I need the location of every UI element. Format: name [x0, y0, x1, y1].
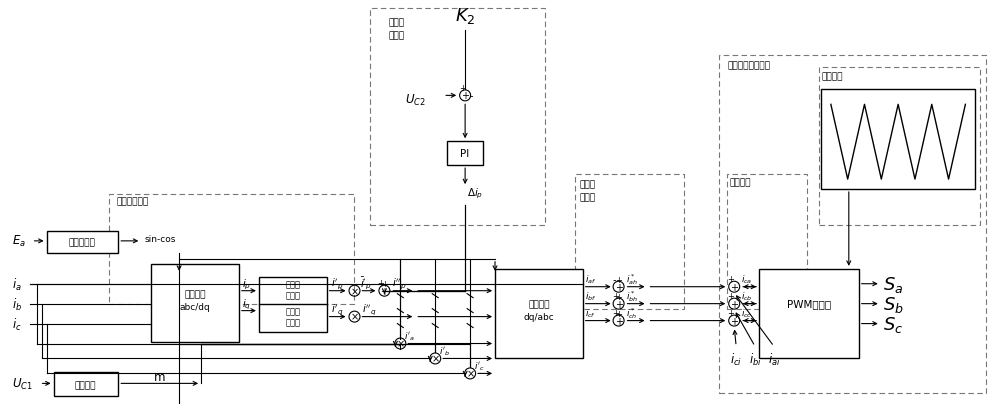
Text: PWM发生器: PWM发生器 — [787, 299, 831, 309]
Text: +: + — [615, 282, 623, 292]
Text: $\times$: $\times$ — [350, 286, 359, 296]
Text: 变换模块: 变换模块 — [528, 299, 550, 308]
Text: +: + — [730, 282, 738, 292]
FancyBboxPatch shape — [821, 90, 975, 190]
Text: 低通滤: 低通滤 — [285, 279, 300, 288]
Text: dq/abc: dq/abc — [523, 312, 554, 321]
Text: 第二运: 第二运 — [580, 180, 596, 189]
Text: +: + — [615, 292, 622, 301]
Text: $i_{bf}$: $i_{bf}$ — [585, 290, 596, 302]
Text: +: + — [615, 299, 623, 309]
Text: $i_{cf}$: $i_{cf}$ — [585, 307, 596, 319]
Text: +: + — [461, 91, 469, 101]
FancyBboxPatch shape — [447, 142, 483, 166]
Text: 第一运: 第一运 — [388, 18, 405, 27]
Text: $i^*_{ah}$: $i^*_{ah}$ — [626, 272, 638, 286]
Text: +: + — [615, 309, 622, 318]
Text: +: + — [615, 275, 622, 285]
Text: PI: PI — [460, 149, 470, 159]
FancyBboxPatch shape — [759, 269, 859, 358]
Text: $i_{ai}$: $i_{ai}$ — [768, 351, 780, 367]
Text: +: + — [377, 279, 384, 288]
Text: $i_p$: $i_p$ — [242, 277, 251, 291]
Text: 基波获取模块: 基波获取模块 — [116, 197, 149, 206]
Text: $i^*_{ch}$: $i^*_{ch}$ — [626, 305, 637, 320]
Text: +: + — [380, 286, 388, 296]
Text: 比较模块: 比较模块 — [75, 380, 96, 389]
Text: abc/dq: abc/dq — [180, 303, 210, 311]
Text: 控制单元: 控制单元 — [822, 72, 843, 81]
Text: $i'_c$: $i'_c$ — [474, 359, 485, 372]
FancyBboxPatch shape — [259, 304, 327, 332]
Text: +: + — [730, 316, 738, 326]
Text: $E_a$: $E_a$ — [12, 234, 26, 249]
Text: $i_a$: $i_a$ — [12, 276, 21, 292]
FancyBboxPatch shape — [495, 269, 583, 358]
Text: +: + — [381, 279, 388, 288]
Text: 波单元: 波单元 — [285, 290, 300, 299]
Text: $i_q$: $i_q$ — [242, 297, 251, 311]
Text: +: + — [615, 316, 623, 326]
Text: $\times$: $\times$ — [350, 312, 359, 322]
Text: 锁相环模块: 锁相环模块 — [69, 238, 96, 247]
FancyBboxPatch shape — [47, 231, 118, 253]
Text: $\times$: $\times$ — [431, 354, 440, 364]
FancyBboxPatch shape — [151, 264, 239, 342]
Text: $i_{ci}$: $i_{ci}$ — [730, 351, 742, 367]
Text: +: + — [727, 275, 734, 284]
Text: $i_b$: $i_b$ — [12, 296, 22, 312]
Text: $S_b$: $S_b$ — [883, 294, 904, 314]
FancyBboxPatch shape — [54, 373, 118, 396]
Text: 算模块: 算模块 — [388, 31, 405, 40]
Text: $i_{af}$: $i_{af}$ — [585, 273, 596, 285]
Text: 算模块: 算模块 — [580, 193, 596, 202]
Text: $i'_b$: $i'_b$ — [439, 344, 450, 357]
Text: m: m — [153, 370, 165, 383]
Text: $i'_p$: $i'_p$ — [331, 276, 343, 290]
Text: $i'_a$: $i'_a$ — [404, 330, 415, 342]
Text: 波单元: 波单元 — [285, 317, 300, 326]
Text: $U_{C2}$: $U_{C2}$ — [405, 93, 426, 108]
Text: $i_{ca}$: $i_{ca}$ — [741, 273, 753, 285]
Text: $U_{C1}$: $U_{C1}$ — [12, 376, 33, 391]
Text: -: - — [469, 91, 473, 101]
Text: +: + — [459, 84, 466, 93]
Text: -: - — [613, 274, 616, 284]
Text: $\times$: $\times$ — [396, 339, 405, 349]
Text: $\Delta i_p$: $\Delta i_p$ — [467, 186, 483, 201]
Text: $i_{cc}$: $i_{cc}$ — [741, 307, 753, 319]
Text: $S_a$: $S_a$ — [883, 274, 903, 294]
Text: +: + — [612, 292, 619, 301]
Text: $\bar{i}'_p$: $\bar{i}'_p$ — [360, 275, 372, 291]
Text: $K_2$: $K_2$ — [455, 6, 475, 26]
Text: $i''_p$: $i''_p$ — [392, 276, 407, 290]
Text: +: + — [727, 292, 734, 301]
Text: $i_{bi}$: $i_{bi}$ — [749, 351, 761, 367]
Text: 控制信号生成模块: 控制信号生成模块 — [727, 61, 770, 70]
Text: 变换单元: 变换单元 — [184, 290, 206, 298]
Text: 作差单元: 作差单元 — [729, 178, 751, 187]
Text: 低通滤: 低通滤 — [285, 306, 300, 315]
Text: sin-cos: sin-cos — [144, 235, 176, 244]
Text: $i_c$: $i_c$ — [12, 316, 21, 332]
Text: $i'_q$: $i'_q$ — [331, 301, 343, 316]
Text: $i''_q$: $i''_q$ — [362, 301, 377, 316]
Text: +: + — [727, 308, 734, 318]
Text: $S_c$: $S_c$ — [883, 314, 903, 334]
FancyBboxPatch shape — [259, 277, 327, 305]
Text: +: + — [612, 308, 619, 318]
Text: +: + — [730, 299, 738, 309]
Text: $i_{cb}$: $i_{cb}$ — [741, 290, 753, 302]
Text: $i^*_{bh}$: $i^*_{bh}$ — [626, 288, 638, 303]
Text: $\times$: $\times$ — [466, 368, 475, 379]
